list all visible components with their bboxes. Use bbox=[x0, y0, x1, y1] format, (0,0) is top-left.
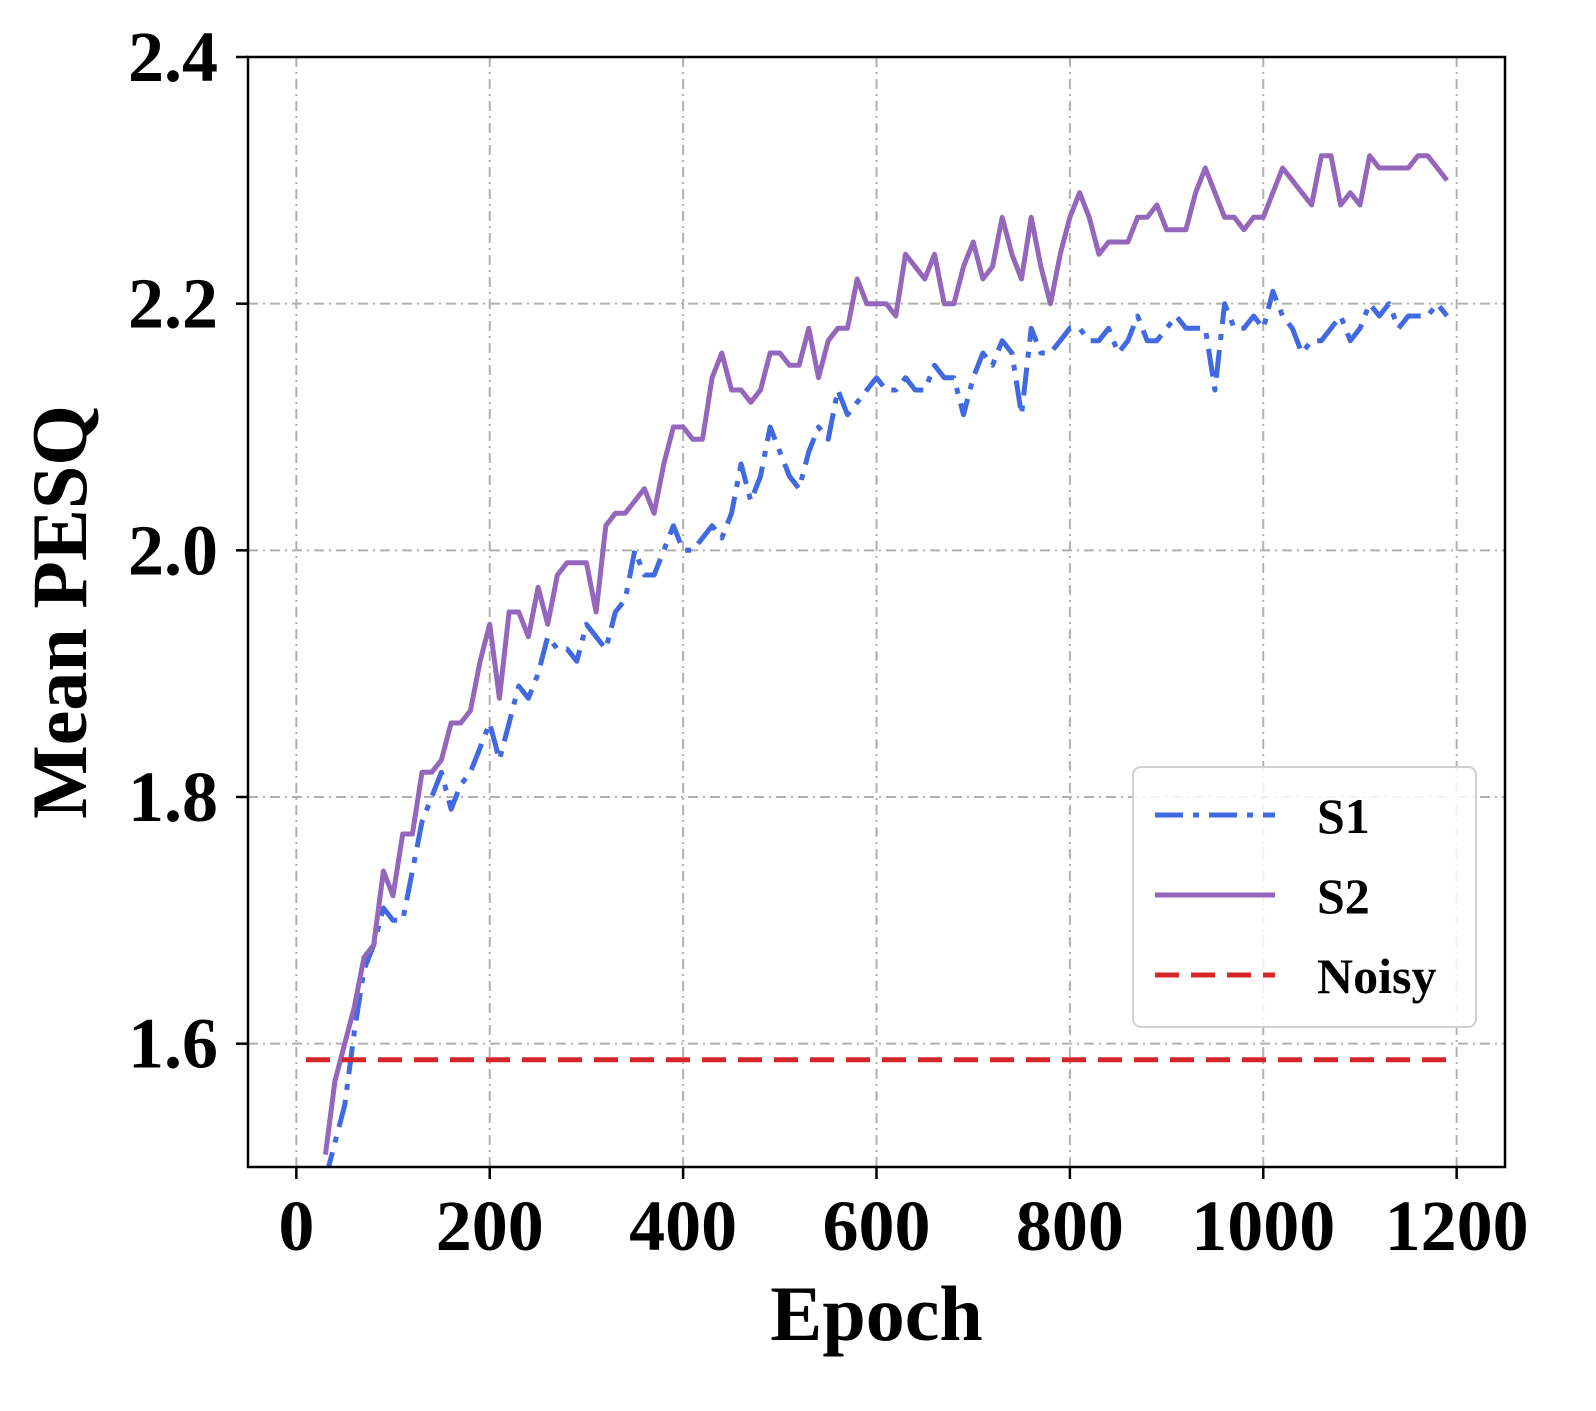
grid-layer bbox=[248, 57, 1505, 1167]
y-tick-label: 2.0 bbox=[128, 510, 218, 590]
series-line-s2 bbox=[322, 153, 1449, 1156]
x-tick-label: 200 bbox=[436, 1186, 544, 1266]
x-tick-label: 0 bbox=[278, 1186, 314, 1266]
y-tick-label: 1.8 bbox=[128, 757, 218, 837]
series-layer bbox=[306, 153, 1449, 1167]
x-tick-label: 800 bbox=[1016, 1186, 1124, 1266]
y-tick-label: 2.2 bbox=[128, 264, 218, 344]
legend-label-s2: S2 bbox=[1317, 868, 1370, 924]
x-tick-label: 400 bbox=[629, 1186, 737, 1266]
x-tick-label: 1000 bbox=[1191, 1186, 1335, 1266]
series-line-s1 bbox=[326, 288, 1449, 1167]
legend: S1 S2 Noisy bbox=[1132, 766, 1477, 1028]
x-axis-label: Epoch bbox=[770, 1270, 982, 1357]
y-tick-label: 2.4 bbox=[128, 17, 218, 97]
legend-label-s1: S1 bbox=[1317, 788, 1370, 844]
legend-label-noisy: Noisy bbox=[1317, 948, 1436, 1004]
x-tick-label: 600 bbox=[823, 1186, 931, 1266]
tick-layer: 0 200 400 600 800 1000 1200 1.6 1.8 2.0 2.2 2.4 bbox=[128, 17, 1529, 1266]
y-axis-label: Mean PESQ bbox=[16, 405, 103, 819]
y-tick-label: 1.6 bbox=[128, 1004, 218, 1084]
legend-box bbox=[1132, 766, 1477, 1028]
x-tick-label: 1200 bbox=[1385, 1186, 1529, 1266]
